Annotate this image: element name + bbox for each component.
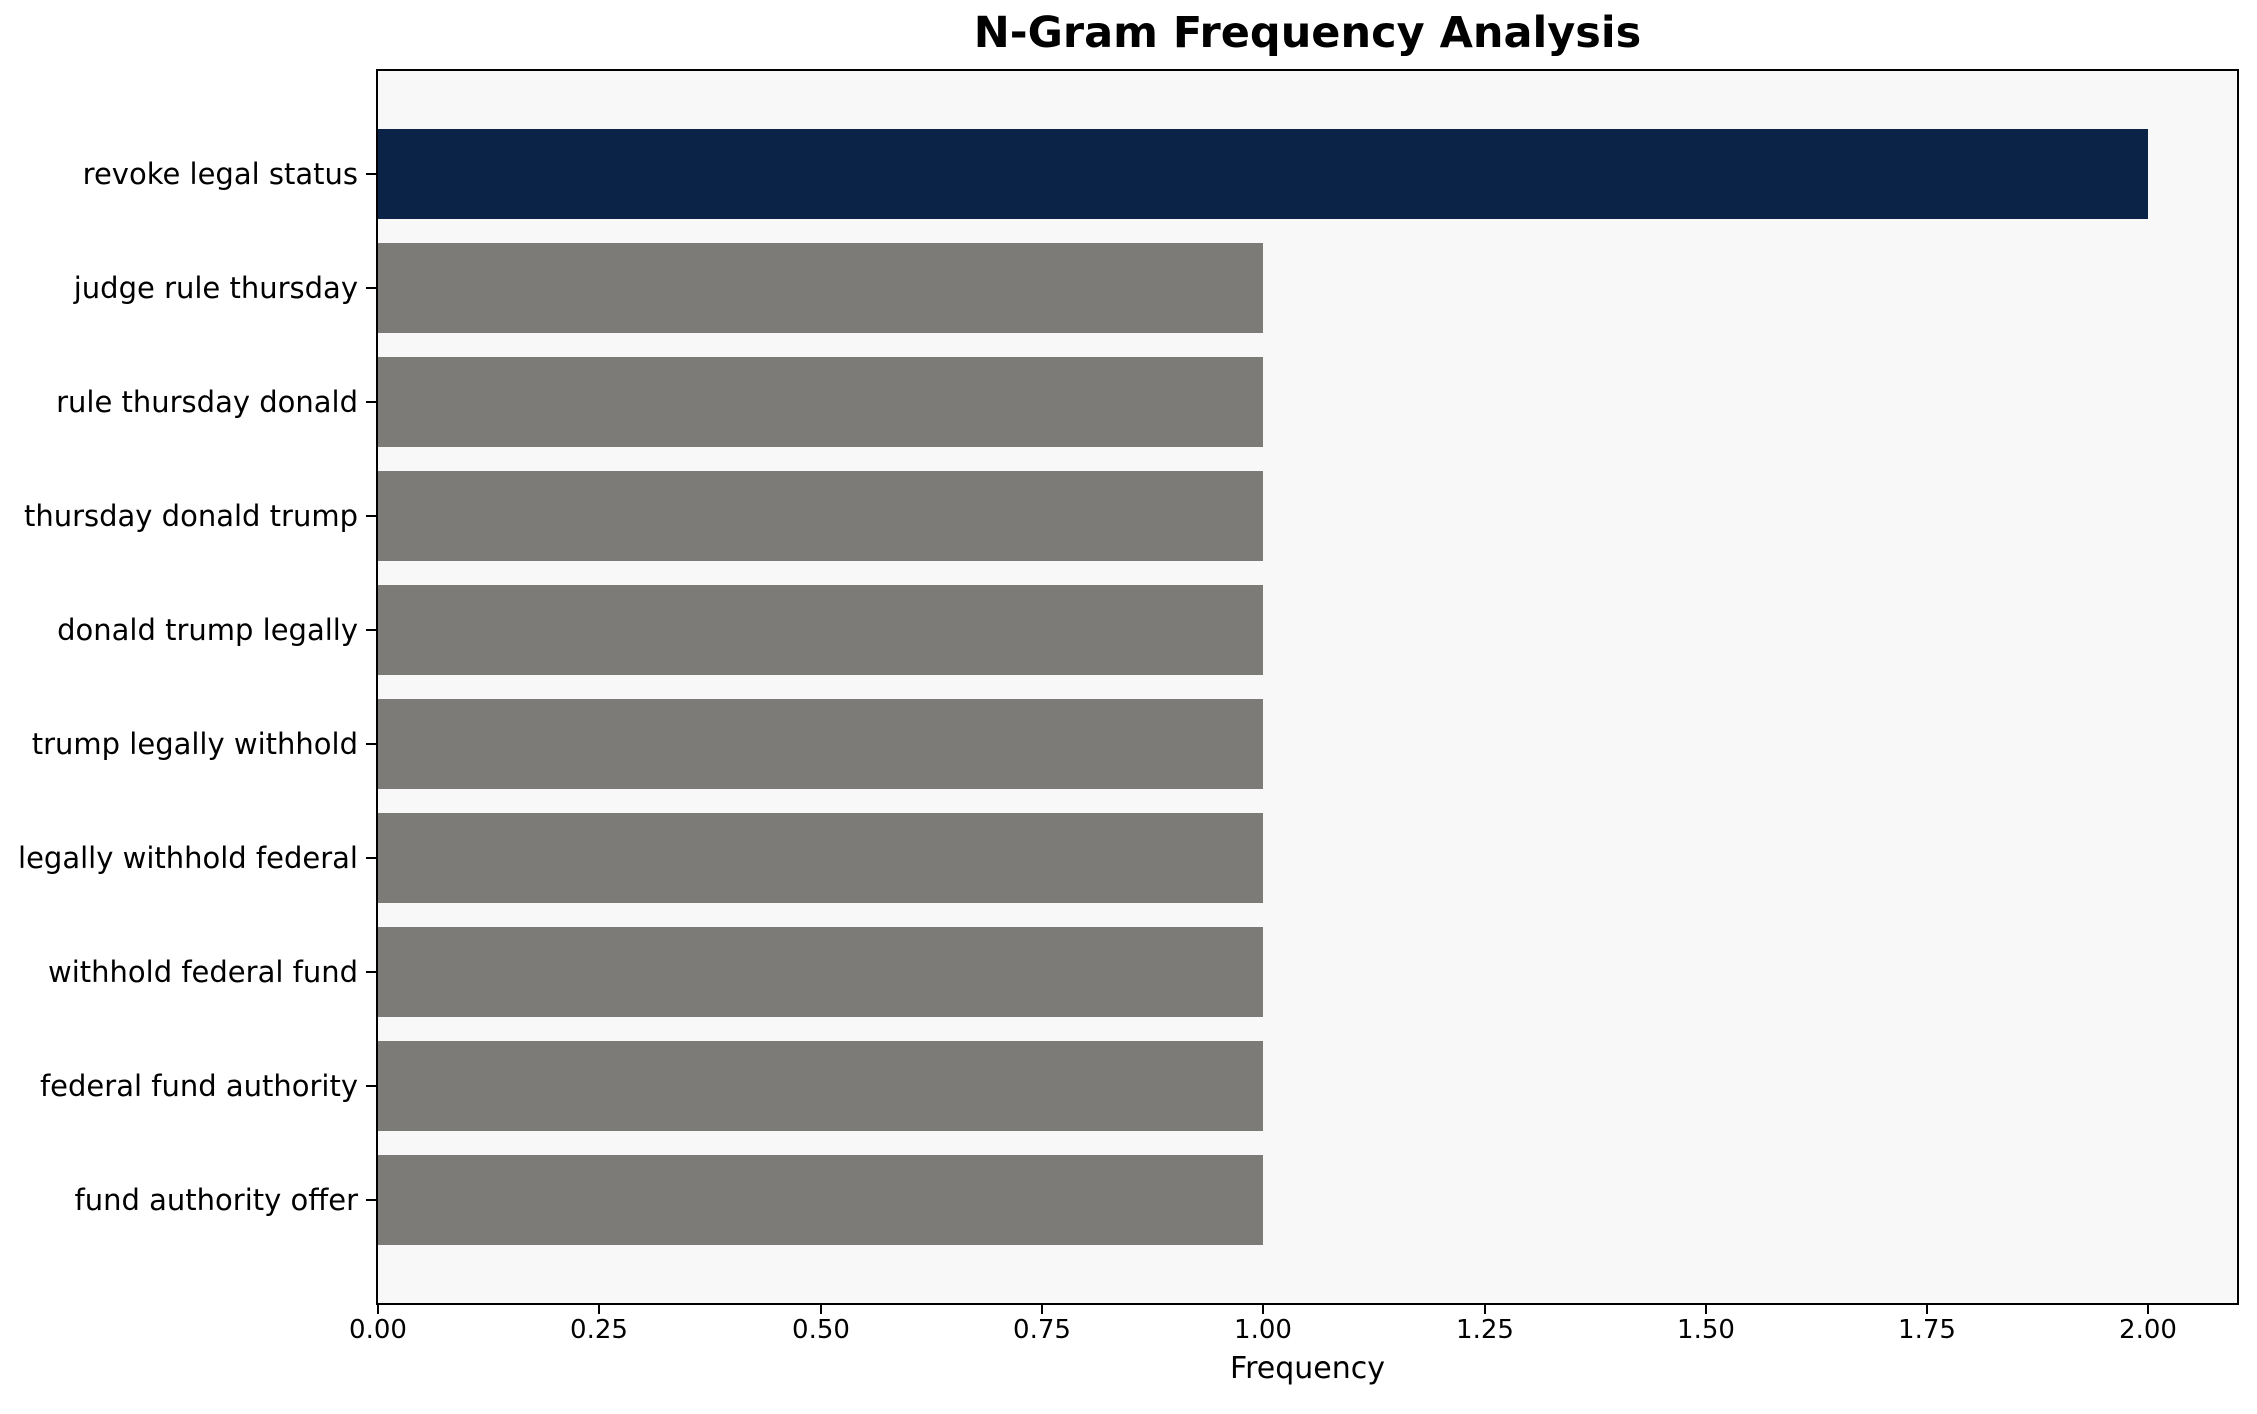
bar-trump-legally-withhold	[378, 699, 1263, 789]
x-tick-label: 1.50	[1677, 1315, 1735, 1345]
bar-rule-thursday-donald	[378, 357, 1263, 447]
x-tick-label: 1.75	[1898, 1315, 1956, 1345]
x-tick-label: 1.00	[1234, 1315, 1292, 1345]
chart-title: N-Gram Frequency Analysis	[973, 8, 1642, 58]
bar-thursday-donald-trump	[378, 471, 1263, 561]
bar-fund-authority-offer	[378, 1155, 1263, 1245]
bar-donald-trump-legally	[378, 585, 1263, 675]
y-tick-label: withhold federal fund	[48, 955, 358, 989]
x-tick-label: 1.25	[1456, 1315, 1514, 1345]
x-tick-mark	[1705, 1305, 1707, 1314]
x-tick-mark	[1262, 1305, 1264, 1314]
bar-revoke-legal-status	[378, 129, 2148, 219]
y-tick-mark	[366, 629, 376, 631]
y-tick-label: judge rule thursday	[73, 271, 358, 305]
y-tick-label: revoke legal status	[82, 157, 358, 191]
bar-federal-fund-authority	[378, 1041, 1263, 1131]
y-tick-label: rule thursday donald	[56, 385, 358, 419]
bar-legally-withhold-federal	[378, 813, 1263, 903]
x-tick-mark	[377, 1305, 379, 1314]
y-tick-mark	[366, 1199, 376, 1201]
y-tick-mark	[366, 743, 376, 745]
y-tick-mark	[366, 971, 376, 973]
y-tick-label: donald trump legally	[57, 613, 358, 647]
y-tick-label: federal fund authority	[39, 1069, 358, 1103]
plot-area	[376, 69, 2239, 1305]
bar-judge-rule-thursday	[378, 243, 1263, 333]
x-axis-title: Frequency	[1230, 1351, 1385, 1386]
y-tick-label: fund authority offer	[74, 1183, 358, 1217]
y-tick-mark	[366, 515, 376, 517]
bar-withhold-federal-fund	[378, 927, 1263, 1017]
x-tick-mark	[1041, 1305, 1043, 1314]
y-tick-mark	[366, 857, 376, 859]
y-tick-mark	[366, 401, 376, 403]
x-tick-label: 0.50	[792, 1315, 850, 1345]
x-tick-mark	[1484, 1305, 1486, 1314]
y-tick-mark	[366, 1085, 376, 1087]
x-tick-mark	[598, 1305, 600, 1314]
x-tick-mark	[1926, 1305, 1928, 1314]
y-tick-label: legally withhold federal	[18, 841, 358, 875]
x-tick-mark	[2147, 1305, 2149, 1314]
x-tick-mark	[820, 1305, 822, 1314]
y-tick-label: trump legally withhold	[31, 727, 358, 761]
y-tick-mark	[366, 173, 376, 175]
y-tick-label: thursday donald trump	[23, 499, 358, 533]
y-tick-mark	[366, 287, 376, 289]
x-tick-label: 2.00	[2119, 1315, 2177, 1345]
x-tick-label: 0.25	[570, 1315, 628, 1345]
x-tick-label: 0.75	[1013, 1315, 1071, 1345]
x-tick-label: 0.00	[349, 1315, 407, 1345]
